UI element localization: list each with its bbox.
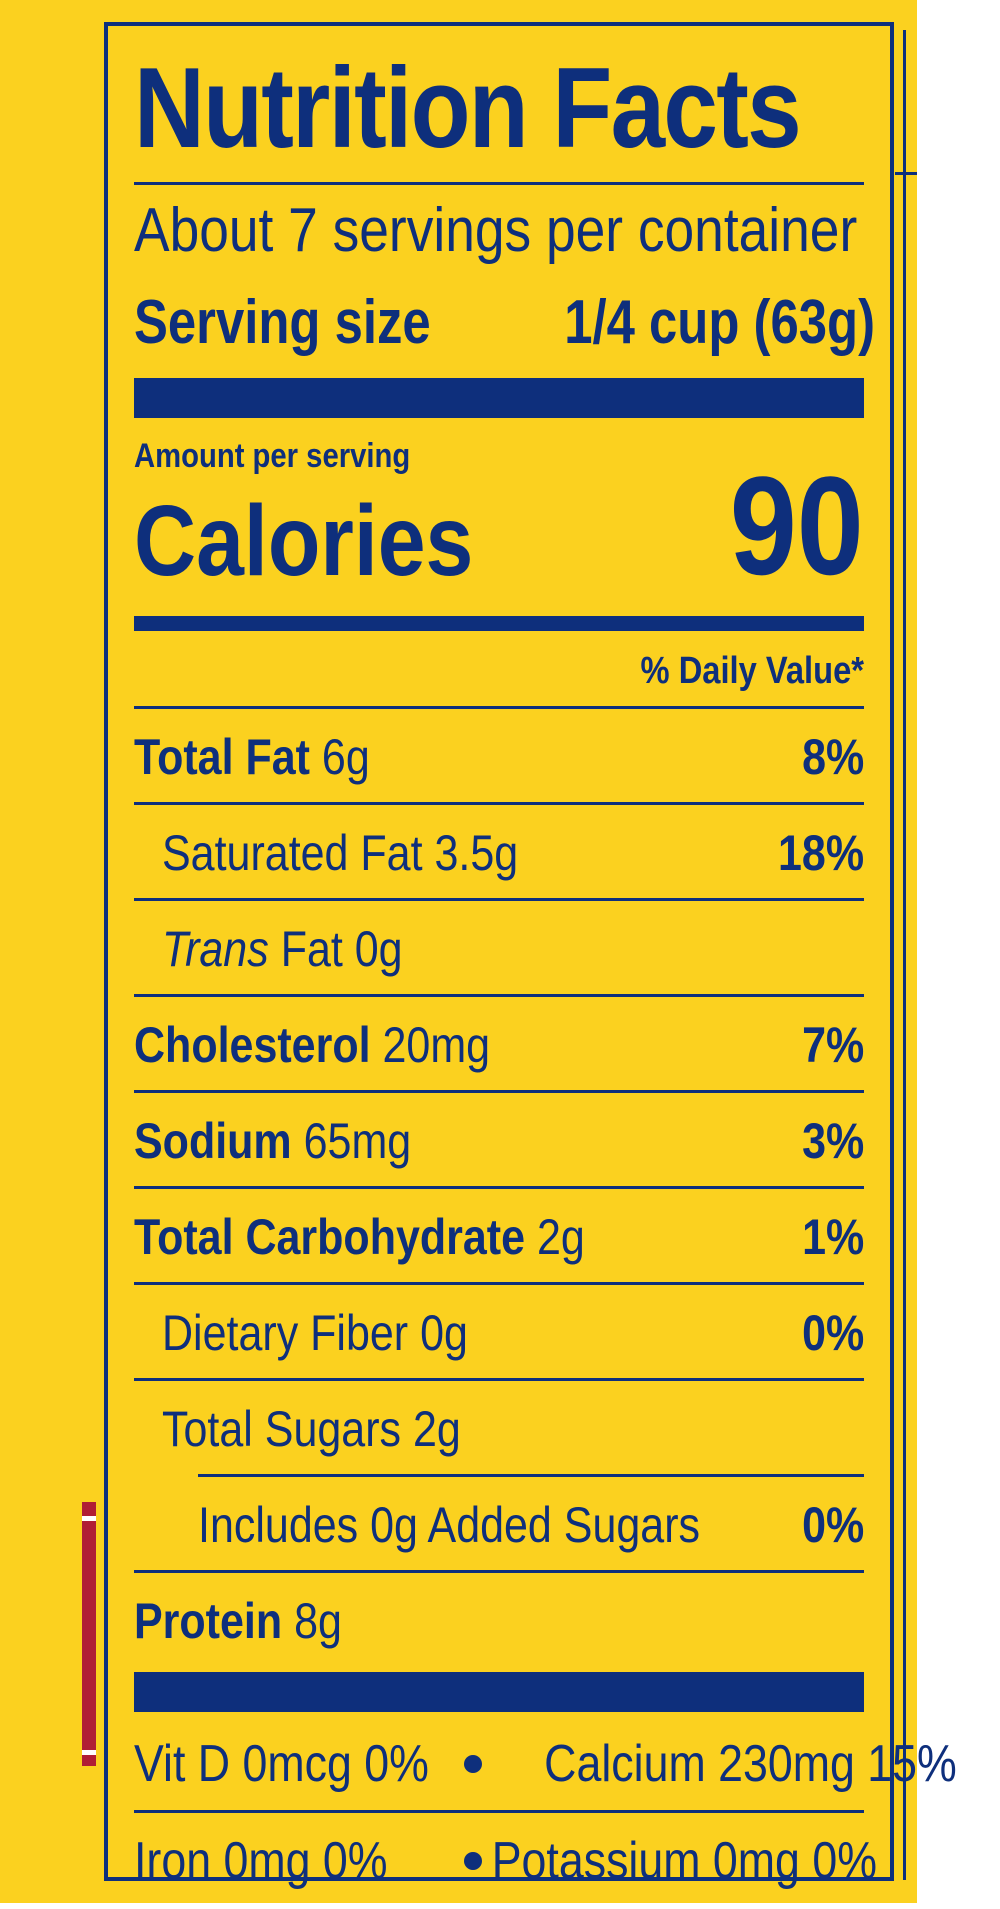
nutrient-row-total-carbohydrate: Total Carbohydrate 2g 1% — [134, 1189, 864, 1285]
calories-value: 90 — [730, 447, 864, 604]
nutrient-row-sodium: Sodium 65mg 3% — [134, 1093, 864, 1189]
bullet-icon — [464, 1852, 482, 1870]
nutrient-amount: 2g — [412, 1401, 461, 1457]
package-edge-tick — [895, 172, 917, 175]
nutrient-name: Cholesterol — [134, 1017, 371, 1073]
nutrient-row-dietary-fiber: Dietary Fiber 0g 0% — [134, 1285, 864, 1381]
nutrient-daily-value: 0% — [801, 1497, 864, 1553]
row-divider — [134, 898, 864, 901]
serving-divider-bar — [134, 378, 864, 418]
nutrient-row-total-sugars: Total Sugars 2g — [134, 1381, 864, 1477]
calories-label: Calories — [134, 485, 474, 597]
nutrient-daily-value: 1% — [801, 1209, 864, 1265]
nutrient-name: Protein — [134, 1593, 283, 1649]
package-edge-line — [903, 30, 906, 1880]
nutrient-amount: 2g — [536, 1209, 585, 1265]
nutrient-name: Dietary Fiber — [162, 1305, 409, 1361]
nutrient-amount: 0g — [420, 1305, 468, 1361]
row-divider — [134, 1570, 864, 1573]
vitamin-row: Vit D 0mcg 0% Calcium 230mg 15% — [134, 1716, 957, 1812]
nutrient-amount: 8g — [294, 1593, 342, 1649]
row-divider — [134, 706, 864, 709]
nutrient-row-trans-fat: Trans Fat 0g — [134, 901, 864, 997]
nutrient-name: Includes 0g Added Sugars — [198, 1497, 701, 1553]
row-divider — [134, 1378, 864, 1381]
red-strip-white-line — [82, 1516, 96, 1521]
label-title: Nutrition Facts — [134, 45, 802, 172]
protein-divider-bar — [134, 1672, 864, 1712]
row-divider-indented — [198, 1474, 864, 1477]
vitamin-d: Vit D 0mcg 0% — [134, 1735, 429, 1793]
servings-per-container: About 7 servings per container — [134, 196, 858, 265]
label-background — [0, 0, 917, 1903]
iron: Iron 0mg 0% — [134, 1832, 388, 1890]
nutrient-daily-value: 3% — [801, 1113, 864, 1169]
nutrient-daily-value: 0% — [801, 1305, 864, 1361]
row-divider — [134, 1090, 864, 1093]
vitamin-row: Iron 0mg 0% Potassium 0mg 0% — [134, 1813, 877, 1909]
amount-per-serving: Amount per serving — [134, 437, 411, 475]
daily-value-header: % Daily Value* — [640, 650, 864, 692]
nutrient-row-protein: Protein 8g — [134, 1573, 864, 1669]
nutrient-amount: 3.5g — [434, 825, 519, 881]
nutrient-name: Sodium — [134, 1113, 292, 1169]
row-divider — [134, 1282, 864, 1285]
bullet-icon — [464, 1755, 482, 1773]
title-divider — [134, 182, 864, 185]
nutrient-amount: Fat 0g — [280, 921, 403, 977]
nutrient-daily-value: 18% — [777, 825, 864, 881]
serving-size-label: Serving size — [134, 288, 431, 357]
calories-divider-bar — [134, 616, 864, 631]
red-strip-white-line — [82, 1750, 96, 1755]
nutrient-name: Trans — [162, 921, 269, 977]
serving-size-row: Serving size 1/4 cup (63g) — [134, 288, 875, 358]
nutrient-row-cholesterol: Cholesterol 20mg 7% — [134, 997, 864, 1093]
nutrient-daily-value: 8% — [801, 729, 864, 785]
potassium: Potassium 0mg 0% — [491, 1832, 877, 1890]
row-divider — [134, 802, 864, 805]
nutrient-name: Total Fat — [134, 729, 310, 785]
nutrient-name: Total Carbohydrate — [134, 1209, 526, 1265]
nutrient-amount: 20mg — [382, 1017, 491, 1073]
nutrient-row-total-fat: Total Fat 6g 8% — [134, 709, 864, 805]
nutrient-daily-value: 7% — [801, 1017, 864, 1073]
nutrient-row-saturated-fat: Saturated Fat 3.5g 18% — [134, 805, 864, 901]
serving-size-value: 1/4 cup (63g) — [564, 288, 875, 357]
nutrient-row-added-sugars: Includes 0g Added Sugars 0% — [134, 1477, 864, 1573]
nutrient-name: Total Sugars — [162, 1401, 402, 1457]
nutrient-amount: 6g — [321, 729, 370, 785]
nutrition-facts-label: Nutrition Facts About 7 servings per con… — [104, 22, 957, 1890]
calories-row: Calories 90 — [134, 456, 864, 597]
calcium: Calcium 230mg 15% — [544, 1735, 957, 1793]
nutrient-name: Saturated Fat — [162, 825, 423, 881]
row-divider — [134, 1810, 864, 1813]
nutrient-amount: 65mg — [303, 1113, 412, 1169]
red-package-strip — [82, 1502, 96, 1766]
row-divider — [134, 1186, 864, 1189]
row-divider — [134, 994, 864, 997]
